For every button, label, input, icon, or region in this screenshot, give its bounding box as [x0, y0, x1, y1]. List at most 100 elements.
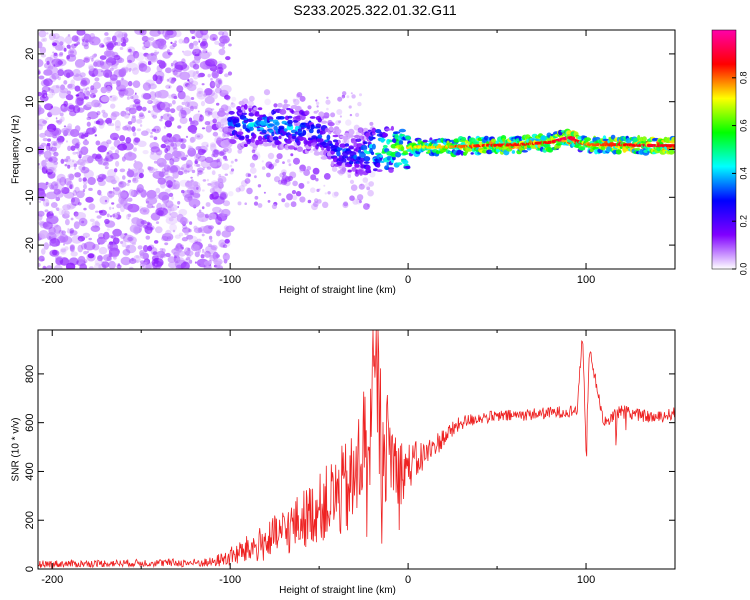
- noise-speckle: [295, 123, 298, 126]
- signal-blob: [398, 128, 406, 133]
- noise-speckle: [293, 98, 300, 106]
- noise-speckle: [43, 37, 47, 42]
- noise-speckle: [105, 175, 116, 183]
- noise-speckle: [337, 96, 343, 102]
- signal-blob: [342, 136, 349, 141]
- noise-speckle: [205, 125, 212, 133]
- noise-speckle: [67, 145, 72, 151]
- noise-speckle: [127, 197, 133, 202]
- noise-speckle: [179, 217, 189, 225]
- noise-speckle: [108, 194, 113, 199]
- signal-blob: [368, 135, 374, 141]
- noise-speckle: [74, 104, 79, 108]
- noise-speckle: [219, 193, 227, 201]
- spectrogram-xtick-label: -100: [219, 274, 241, 286]
- noise-speckle: [196, 238, 202, 242]
- noise-speckle: [169, 164, 181, 173]
- noise-speckle: [111, 111, 120, 117]
- noise-speckle: [67, 83, 73, 89]
- noise-speckle: [72, 190, 78, 196]
- noise-speckle: [151, 128, 157, 132]
- noise-speckle: [237, 149, 243, 154]
- noise-speckle: [292, 180, 298, 187]
- noise-speckle: [166, 30, 174, 36]
- noise-speckle: [87, 253, 95, 259]
- noise-speckle: [123, 87, 135, 97]
- noise-speckle: [82, 139, 89, 146]
- noise-speckle: [78, 217, 88, 227]
- noise-speckle: [180, 143, 186, 150]
- noise-speckle: [88, 203, 96, 210]
- signal-blob: [332, 134, 339, 138]
- signal-blob: [284, 144, 290, 151]
- noise-speckle: [220, 84, 232, 94]
- noise-speckle: [275, 158, 280, 164]
- noise-speckle: [154, 91, 162, 98]
- noise-speckle: [189, 42, 194, 47]
- noise-speckle: [283, 99, 288, 104]
- noise-speckle: [185, 135, 189, 138]
- signal-blob: [375, 129, 382, 134]
- noise-speckle: [111, 35, 117, 43]
- noise-speckle: [106, 139, 112, 145]
- noise-speckle: [200, 40, 209, 49]
- noise-speckle: [310, 174, 317, 181]
- noise-speckle: [55, 196, 61, 202]
- noise-speckle: [152, 114, 158, 119]
- noise-speckle: [48, 63, 54, 68]
- noise-speckle: [193, 45, 200, 55]
- noise-speckle: [221, 208, 231, 217]
- noise-speckle: [155, 226, 163, 234]
- noise-speckle: [331, 166, 338, 172]
- noise-speckle: [147, 110, 151, 113]
- noise-speckle: [239, 128, 242, 132]
- noise-speckle: [114, 120, 121, 129]
- noise-speckle: [73, 221, 80, 230]
- noise-speckle: [132, 67, 139, 75]
- noise-speckle: [72, 160, 74, 163]
- signal-blob: [370, 151, 375, 156]
- noise-speckle: [45, 117, 49, 120]
- noise-speckle: [50, 210, 54, 214]
- noise-speckle: [134, 30, 145, 35]
- noise-speckle: [76, 141, 81, 146]
- noise-speckle: [143, 40, 153, 47]
- noise-speckle: [47, 93, 54, 99]
- noise-speckle: [128, 189, 135, 197]
- noise-speckle: [94, 258, 103, 266]
- noise-speckle: [235, 187, 241, 193]
- noise-speckle: [70, 217, 74, 221]
- noise-speckle: [134, 92, 137, 95]
- noise-speckle: [154, 240, 159, 244]
- noise-speckle: [92, 153, 98, 159]
- noise-speckle: [83, 183, 87, 190]
- noise-speckle: [108, 191, 113, 194]
- noise-speckle: [190, 129, 197, 134]
- noise-speckle: [44, 103, 53, 111]
- noise-speckle: [197, 227, 203, 233]
- signal-blob: [287, 123, 293, 127]
- noise-speckle: [218, 42, 225, 47]
- noise-speckle: [82, 189, 86, 193]
- noise-speckle: [205, 245, 217, 254]
- colorbar-tick-label: 0.6: [738, 119, 748, 132]
- noise-speckle: [219, 191, 227, 200]
- noise-speckle: [284, 202, 290, 208]
- noise-speckle: [209, 33, 218, 42]
- noise-speckle: [223, 126, 229, 134]
- noise-speckle: [115, 80, 121, 87]
- noise-speckle: [225, 56, 231, 61]
- noise-speckle: [145, 128, 151, 134]
- noise-speckle: [94, 221, 100, 228]
- noise-speckle: [197, 213, 209, 223]
- signal-blob: [390, 125, 394, 131]
- noise-speckle: [75, 97, 84, 106]
- noise-speckle: [160, 143, 167, 149]
- signal-blob: [321, 120, 328, 124]
- noise-speckle: [196, 90, 207, 100]
- noise-speckle: [74, 145, 79, 150]
- noise-speckle: [125, 244, 130, 249]
- noise-speckle: [211, 170, 216, 176]
- noise-speckle: [145, 235, 151, 240]
- noise-speckle: [362, 177, 369, 183]
